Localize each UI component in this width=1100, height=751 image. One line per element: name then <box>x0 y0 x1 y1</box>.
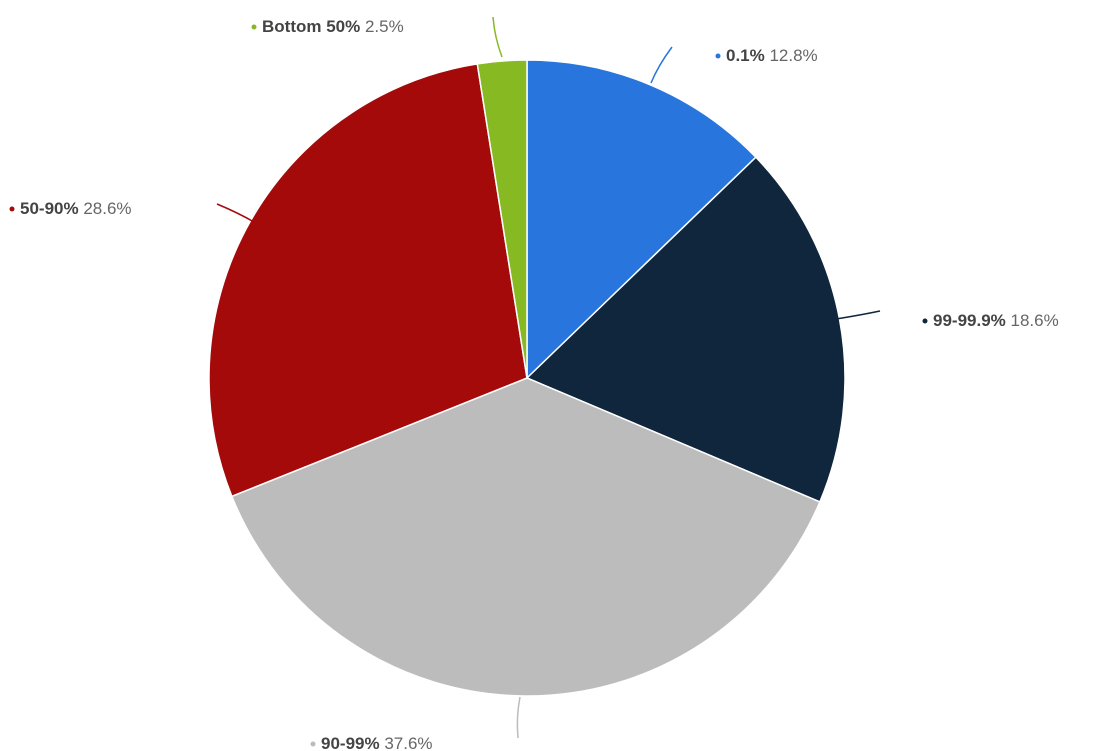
slice-label-name: 99-99.9% <box>933 311 1006 330</box>
slice-label: 50-90% 28.6% <box>20 199 132 218</box>
legend-bullet <box>9 206 15 212</box>
leader-lines <box>216 16 881 739</box>
slice-label: 0.1% 12.8% <box>726 46 818 65</box>
legend-bullet <box>251 24 257 30</box>
leader-line <box>516 696 521 739</box>
pie-slice <box>230 377 821 697</box>
slice-label: 99-99.9% 18.6% <box>933 311 1059 330</box>
pie-slices <box>208 59 846 697</box>
legend-bullet <box>310 741 316 747</box>
slice-label: Bottom 50% 2.5% <box>262 17 404 36</box>
slice-label-value: 2.5% <box>360 17 403 36</box>
leader-line <box>492 16 503 58</box>
leader-line <box>650 46 673 84</box>
legend-bullet <box>715 53 721 59</box>
slice-label-value: 37.6% <box>380 734 433 751</box>
slice-label-name: 90-99% <box>321 734 380 751</box>
slice-label-value: 18.6% <box>1006 311 1059 330</box>
slice-label: 90-99% 37.6% <box>321 734 433 751</box>
pie-slice <box>208 63 528 498</box>
pie-slice <box>526 59 757 380</box>
slice-labels: 0.1% 12.8% 99-99.9% 18.6% 90-99% 37.6% 50-9… <box>9 17 1059 751</box>
pie-slice <box>525 156 846 503</box>
leader-line <box>216 203 255 223</box>
pie-slice <box>476 59 528 379</box>
slice-label-name: 50-90% <box>20 199 79 218</box>
leader-line <box>835 310 881 320</box>
slice-label-name: 0.1% <box>726 46 765 65</box>
legend-bullet <box>922 318 928 324</box>
slice-label-value: 12.8% <box>765 46 818 65</box>
slice-label-value: 28.6% <box>79 199 132 218</box>
slice-label-name: Bottom 50% <box>262 17 360 36</box>
